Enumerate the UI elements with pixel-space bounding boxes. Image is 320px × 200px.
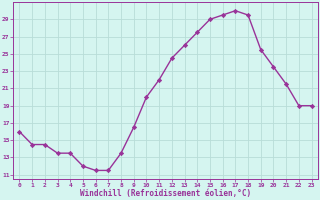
- X-axis label: Windchill (Refroidissement éolien,°C): Windchill (Refroidissement éolien,°C): [80, 189, 251, 198]
